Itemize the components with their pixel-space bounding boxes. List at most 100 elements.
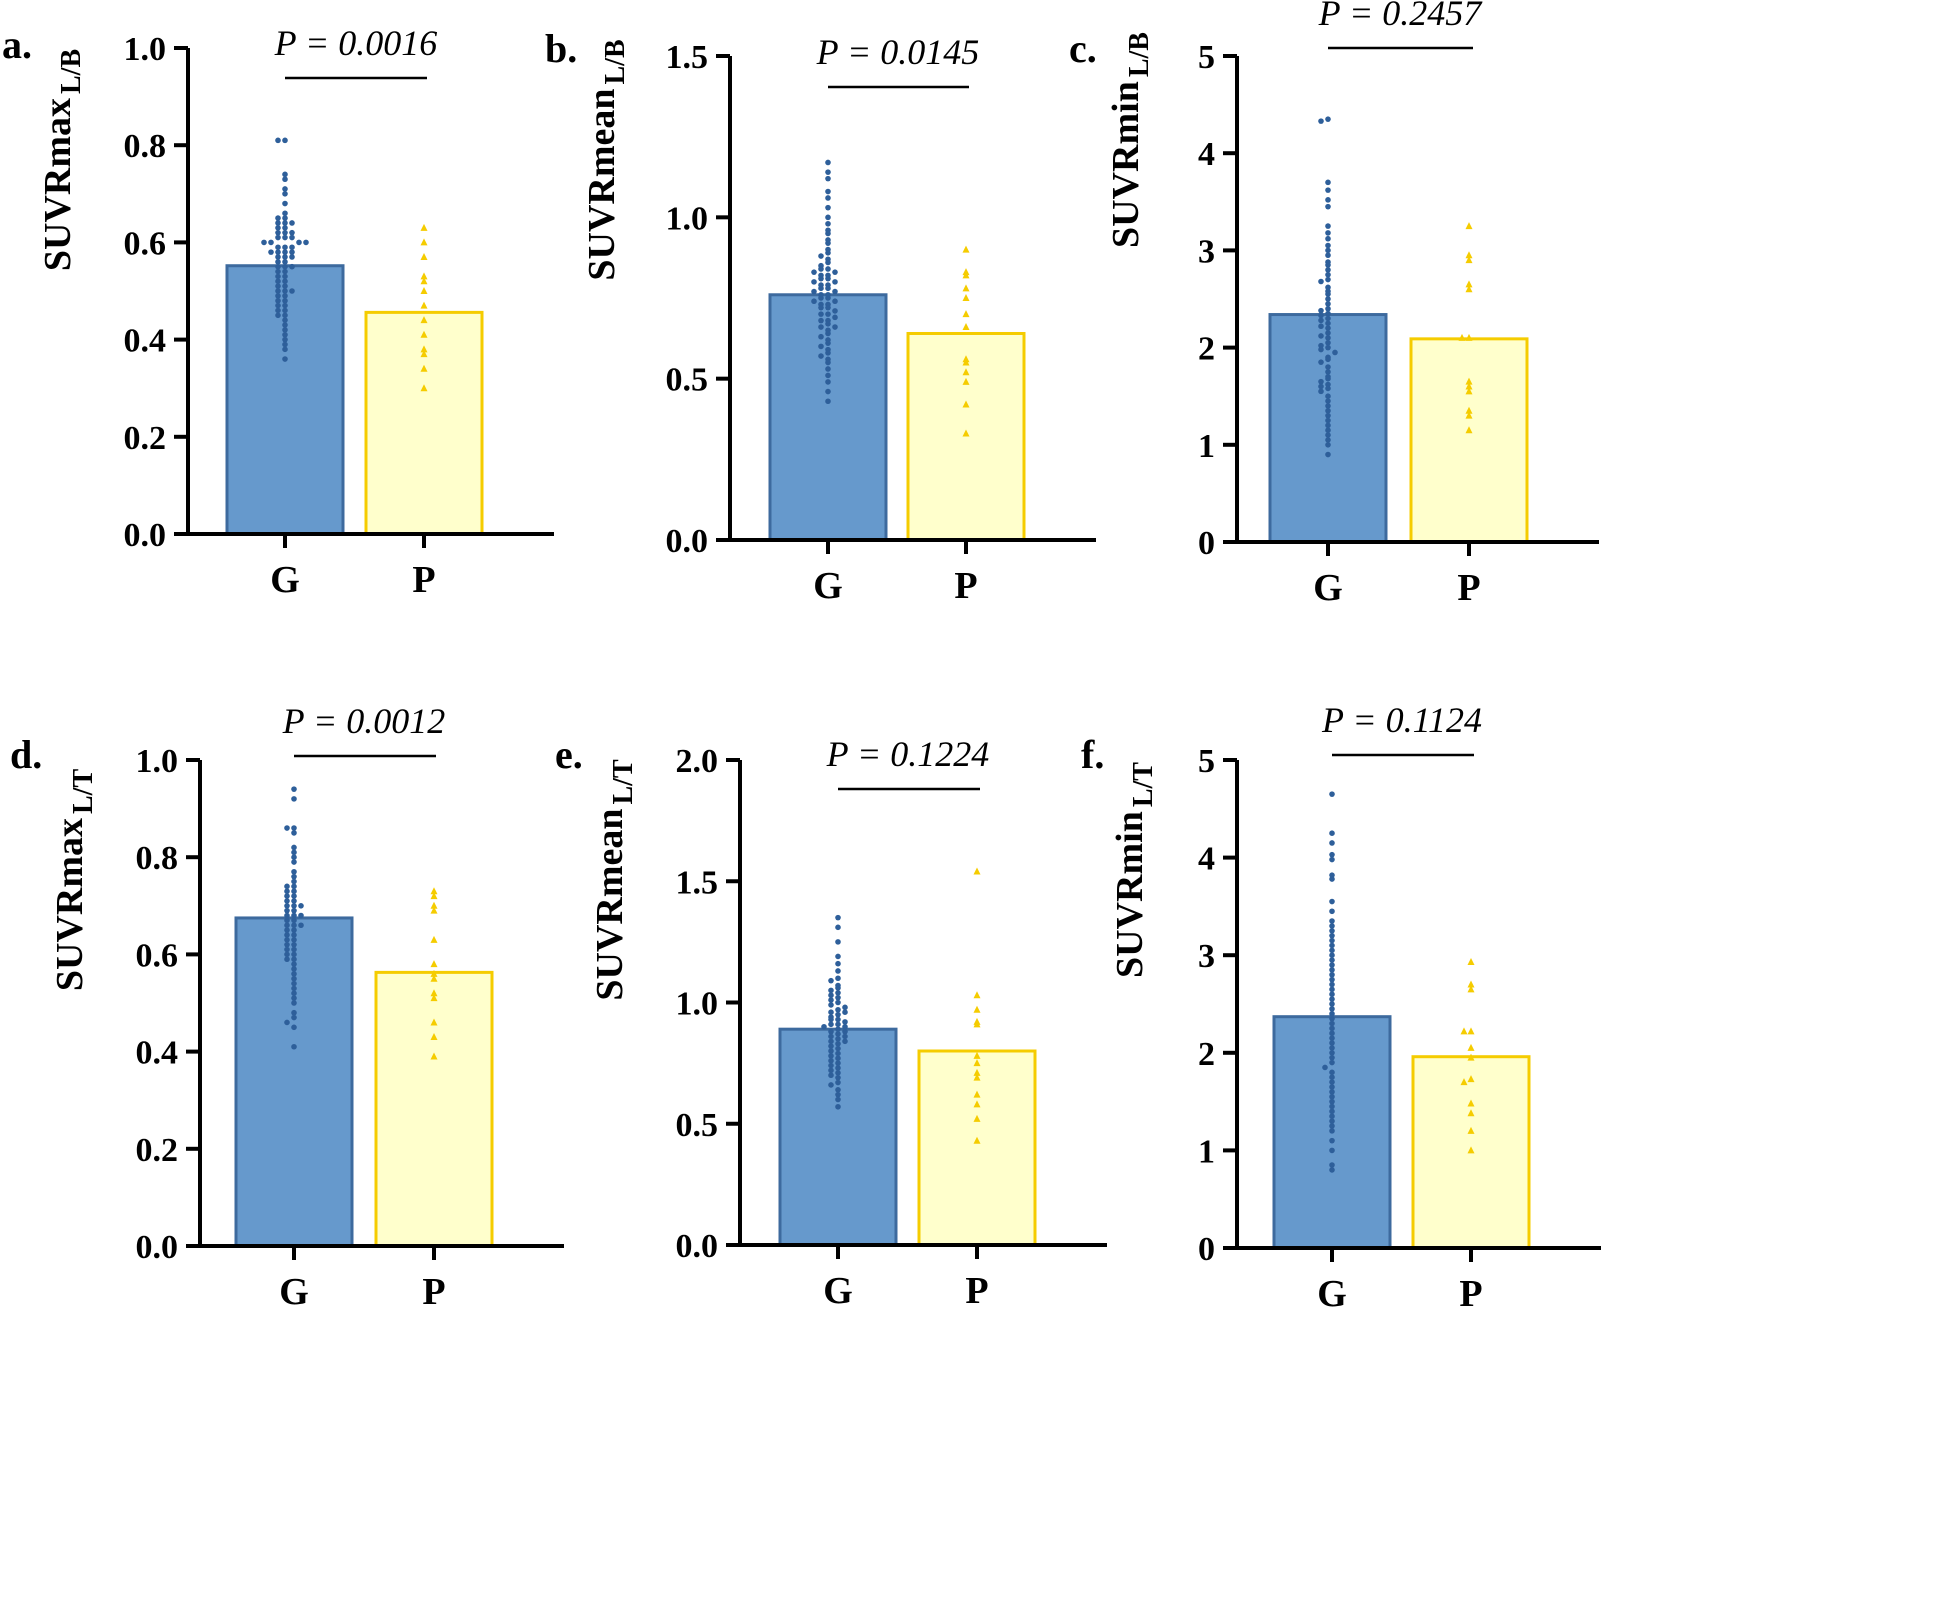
data-point-g: [284, 1019, 290, 1026]
data-point-g: [842, 1038, 848, 1045]
data-point-g: [289, 234, 295, 241]
data-point-g: [832, 269, 838, 275]
data-point-p: [1460, 1027, 1468, 1035]
data-point-g: [1325, 398, 1331, 404]
data-point-g: [284, 883, 290, 890]
data-point-p: [430, 960, 438, 968]
data-point-g: [825, 388, 831, 395]
data-point-p: [1465, 411, 1473, 419]
data-point-g: [825, 250, 831, 256]
y-tick-label: 1: [1198, 1133, 1215, 1170]
data-point-g: [275, 268, 281, 275]
data-point-p: [1467, 1075, 1475, 1083]
y-tick-label: 1.0: [676, 986, 719, 1023]
data-point-g: [282, 331, 288, 338]
data-point-p: [1467, 985, 1475, 993]
data-point-g: [818, 317, 824, 324]
data-point-g: [1325, 223, 1331, 229]
data-point-g: [1329, 996, 1335, 1002]
data-point-p: [973, 1100, 981, 1108]
data-point-g: [1325, 325, 1331, 331]
data-point-g: [1329, 1118, 1335, 1124]
data-point-g: [289, 254, 295, 260]
data-point-g: [282, 137, 288, 144]
x-category-label: P: [1457, 567, 1480, 609]
data-point-g: [284, 898, 290, 904]
data-point-g: [825, 214, 831, 221]
y-tick-label: 5: [1198, 743, 1215, 780]
data-point-g: [1325, 271, 1331, 278]
y-tick-label: 0: [1198, 525, 1215, 562]
y-tick-label: 2: [1198, 331, 1215, 368]
data-point-g: [1329, 947, 1335, 954]
data-point-g: [828, 1053, 834, 1059]
y-tick-label: 0.0: [136, 1229, 179, 1266]
data-point-g: [1325, 442, 1331, 448]
data-point-g: [284, 903, 290, 909]
data-point-g: [282, 278, 288, 285]
data-point-g: [275, 220, 281, 226]
data-point-g: [825, 311, 831, 317]
data-point-g: [828, 1002, 834, 1008]
data-point-g: [835, 1065, 841, 1071]
data-point-g: [1325, 242, 1331, 249]
y-tick-label: 5: [1198, 39, 1215, 76]
data-point-g: [291, 961, 297, 967]
y-tick-label: 1.5: [666, 39, 709, 76]
chart-panel: f.SUVRmin L/T 0 1 2 3 4 5 G P P = 0.1124: [1081, 700, 1601, 1315]
data-point-p: [430, 901, 438, 909]
y-axis-title-main: SUVRmean: [589, 809, 631, 1001]
data-point-g: [1325, 252, 1331, 259]
data-point-g: [1325, 301, 1331, 307]
data-point-g: [828, 1062, 834, 1069]
data-point-g: [818, 285, 824, 292]
data-point-g: [284, 941, 290, 948]
data-point-g: [1325, 375, 1331, 382]
data-point-g: [1329, 1040, 1335, 1046]
y-tick-label: 0.0: [666, 523, 709, 560]
data-point-p: [430, 1052, 438, 1060]
data-point-g: [275, 244, 281, 251]
data-point-p: [1465, 406, 1473, 414]
data-point-g: [291, 990, 297, 997]
y-axis-title-main: SUVRmean: [581, 89, 623, 281]
data-point-p: [420, 301, 428, 309]
data-point-g: [1329, 1084, 1335, 1090]
data-point-g: [268, 249, 274, 255]
data-point-g: [282, 346, 288, 353]
data-point-g: [835, 1074, 841, 1081]
data-point-g: [291, 888, 297, 895]
data-point-g: [282, 215, 288, 221]
data-point-g: [289, 244, 295, 251]
data-point-g: [842, 1019, 848, 1025]
data-point-g: [1329, 1108, 1335, 1115]
data-point-p: [420, 223, 428, 231]
data-point-p: [962, 429, 970, 437]
data-point-g: [282, 317, 288, 323]
data-point-p: [962, 358, 970, 366]
y-tick-label: 0.8: [124, 128, 167, 165]
data-point-g: [1329, 976, 1335, 983]
data-point-g: [828, 1009, 834, 1015]
data-point-g: [1318, 378, 1324, 385]
data-point-g: [1332, 349, 1338, 356]
data-point-g: [825, 359, 831, 366]
data-point-g: [1325, 116, 1331, 122]
data-point-g: [842, 1009, 848, 1015]
data-point-g: [284, 951, 290, 958]
data-point-g: [825, 159, 831, 166]
data-point-g: [289, 249, 295, 255]
data-point-p: [1467, 1146, 1475, 1154]
data-point-g: [1329, 923, 1335, 929]
data-point-g: [1325, 412, 1331, 419]
data-point-g: [825, 366, 831, 372]
data-point-p: [962, 400, 970, 408]
bar-p: [1409, 337, 1529, 544]
data-point-g: [1329, 1089, 1335, 1095]
data-point-g: [835, 1060, 841, 1066]
data-point-g: [1325, 291, 1331, 297]
data-point-g: [825, 188, 831, 195]
data-point-g: [1325, 296, 1331, 302]
data-point-g: [303, 239, 309, 246]
data-point-g: [835, 975, 841, 982]
